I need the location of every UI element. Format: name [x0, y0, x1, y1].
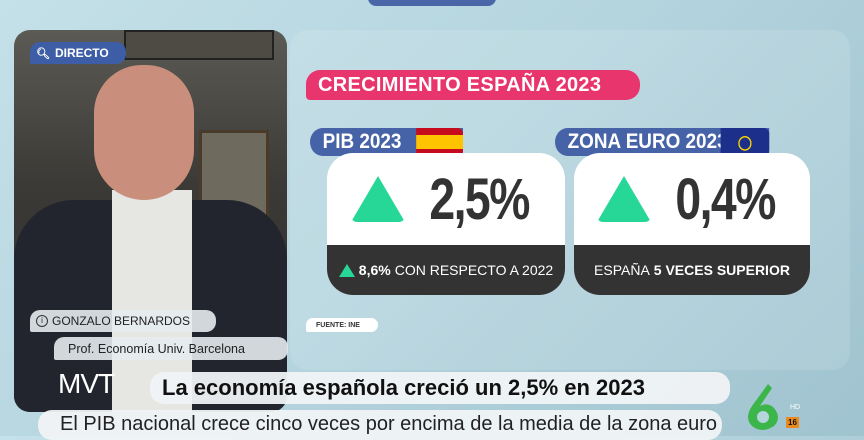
info-icon: i: [36, 315, 48, 327]
guest-role: Prof. Economía Univ. Barcelona: [54, 337, 288, 360]
program-logo: MVT: [58, 368, 115, 399]
headline: La economía española creció un 2,5% en 2…: [150, 372, 730, 404]
card-label-eurozone: ZONA EURO 2023 ◯: [555, 128, 770, 156]
eu-flag: ◯: [720, 128, 770, 156]
footer-text: ESPAÑA: [594, 262, 650, 278]
guest-name: GONZALO BERNARDOS: [52, 314, 191, 328]
footer-bold: 5 VECES SUPERIOR: [653, 262, 790, 278]
label-text: PIB 2023: [322, 130, 402, 153]
channel-logo: [742, 384, 784, 430]
live-badge: 🔍︎ DIRECTO: [30, 42, 126, 64]
wall-picture: [124, 30, 274, 60]
age-rating-badge: 16: [786, 417, 799, 428]
source-label: FUENTE: INE: [306, 318, 378, 332]
spain-flag: [416, 128, 463, 156]
hd-label: HD: [790, 404, 801, 411]
card-pib: 2,5% 8,6% CON RESPECTO A 2022: [327, 153, 565, 295]
person-head: [94, 65, 194, 200]
live-label: DIRECTO: [54, 46, 109, 60]
footer-text: CON RESPECTO A 2022: [394, 262, 554, 278]
up-arrow-icon: [350, 176, 405, 222]
footer-bold: 8,6%: [358, 262, 391, 278]
subheadline: El PIB nacional crece cinco veces por en…: [38, 410, 722, 440]
top-banner-fragment: [368, 0, 496, 6]
graphic-title: CRECIMIENTO ESPAÑA 2023: [306, 70, 640, 100]
card-label-pib: PIB 2023: [310, 128, 463, 156]
search-icon: 🔍︎: [36, 47, 50, 60]
card-value: 0,4%: [675, 166, 776, 232]
card-eurozone: 0,4% ESPAÑA 5 VECES SUPERIOR: [574, 153, 810, 295]
card-value: 2,5%: [429, 166, 530, 232]
guest-name-badge: i GONZALO BERNARDOS: [30, 310, 216, 332]
up-arrow-icon: [596, 176, 651, 222]
up-arrow-icon: [338, 263, 355, 277]
label-text: ZONA EURO 2023: [567, 130, 728, 153]
